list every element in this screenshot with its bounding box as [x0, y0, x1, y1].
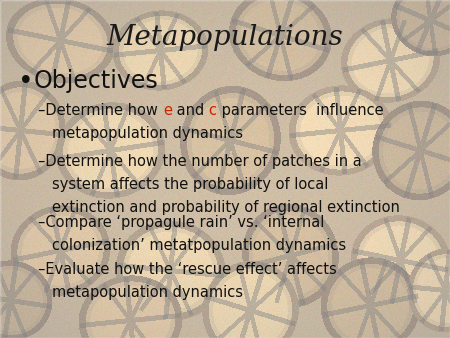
Text: –Determine how: –Determine how: [38, 103, 163, 118]
Text: c: c: [209, 103, 216, 118]
Text: •: •: [18, 69, 34, 95]
Text: parameters  influence: parameters influence: [216, 103, 383, 118]
Text: –Compare ‘propagule rain’ vs. ‘internal: –Compare ‘propagule rain’ vs. ‘internal: [38, 215, 324, 230]
Text: e: e: [163, 103, 172, 118]
Text: Objectives: Objectives: [34, 69, 158, 93]
Text: Metapopulations: Metapopulations: [107, 24, 343, 51]
Text: and: and: [172, 103, 209, 118]
Text: extinction and probability of regional extinction: extinction and probability of regional e…: [52, 200, 400, 215]
Text: colonization’ metatpopulation dynamics: colonization’ metatpopulation dynamics: [52, 238, 346, 252]
Text: –Determine how the number of patches in a: –Determine how the number of patches in …: [38, 154, 362, 169]
Text: metapopulation dynamics: metapopulation dynamics: [52, 126, 243, 141]
Text: –Evaluate how the ‘rescue effect’ affects: –Evaluate how the ‘rescue effect’ affect…: [38, 262, 337, 277]
Text: system affects the probability of local: system affects the probability of local: [52, 177, 328, 192]
Text: metapopulation dynamics: metapopulation dynamics: [52, 285, 243, 300]
